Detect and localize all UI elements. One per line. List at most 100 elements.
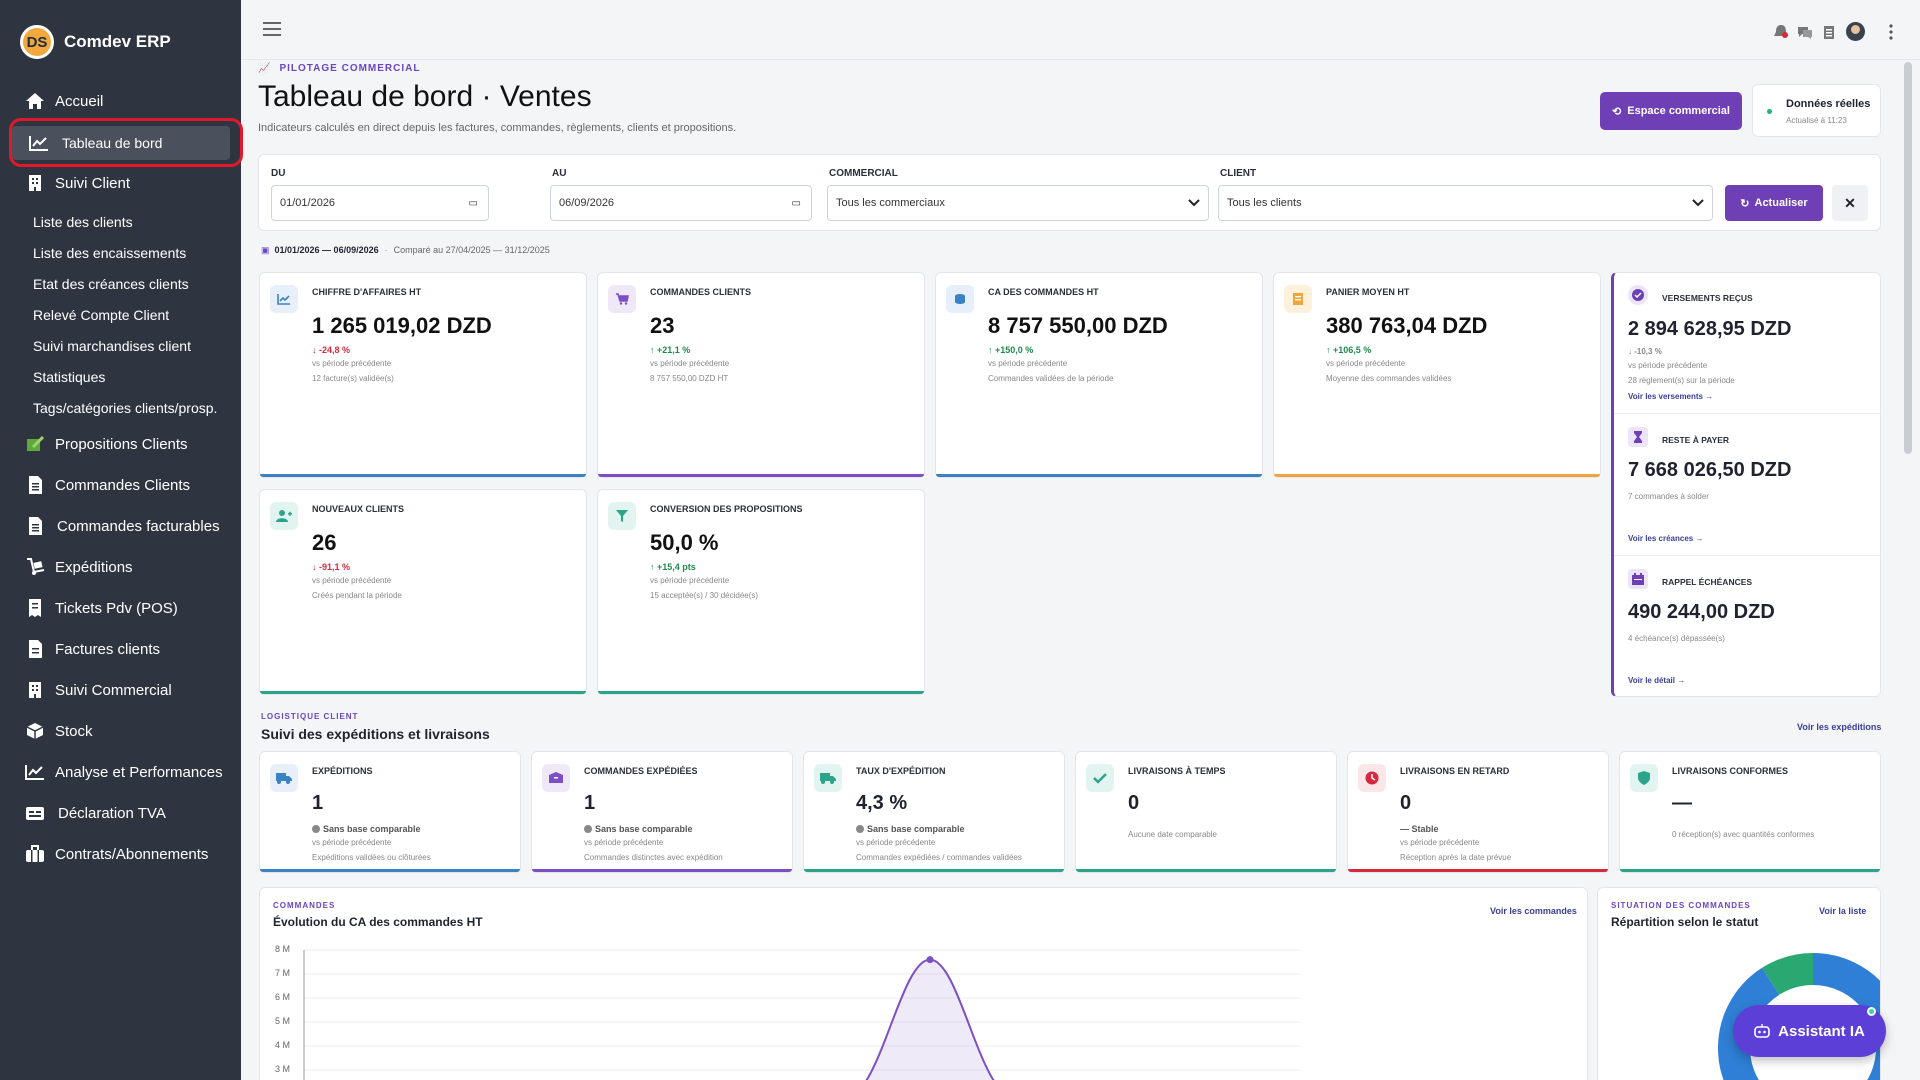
- commercial-select[interactable]: Tous les commerciaux: [827, 185, 1209, 221]
- sidebar-sub-encaissements[interactable]: Liste des encaissements: [33, 245, 187, 261]
- filter-icon: [608, 502, 636, 530]
- sidebar-item-commandes-facturables[interactable]: Commandes facturables: [0, 509, 241, 543]
- calendar-icon: ▭: [791, 197, 801, 209]
- chart-line-icon: [270, 285, 298, 313]
- y-tick-label: 7 M: [274, 968, 290, 978]
- kpi-label: PANIER MOYEN HT: [1326, 287, 1410, 297]
- assistant-ia-button[interactable]: Assistant IA: [1733, 1005, 1886, 1057]
- sidebar-item-stock[interactable]: Stock: [0, 714, 241, 748]
- donut-slice[interactable]: [1762, 953, 1814, 996]
- logistics-card-taux[interactable]: TAUX D'EXPÉDITION 4,3 % Sans base compar…: [803, 751, 1065, 873]
- sidebar-item-tableau-de-bord[interactable]: Tableau de bord: [12, 126, 230, 160]
- clear-filters-button[interactable]: ✕: [1832, 185, 1868, 221]
- refresh-label: Actualiser: [1754, 197, 1808, 209]
- app-logo[interactable]: DS Comdev ERP: [20, 25, 171, 59]
- voir-versements-link[interactable]: Voir les versements →: [1628, 392, 1714, 401]
- filter-client-label: CLIENT: [1220, 168, 1257, 179]
- arrow-down-icon: ↓: [312, 345, 320, 355]
- voir-creances-link[interactable]: Voir les créances →: [1628, 534, 1704, 543]
- sidebar-item-analyse[interactable]: Analyse et Performances: [0, 755, 241, 789]
- kpi-card-nouveaux-clients[interactable]: NOUVEAUX CLIENTS 26 ↓ -91,1 % vs période…: [259, 489, 587, 695]
- voir-commandes-link[interactable]: Voir les commandes: [1490, 906, 1577, 916]
- versements-sub2: 28 règlement(s) sur la période: [1628, 376, 1735, 385]
- kpi-sub1: vs période précédente: [312, 576, 392, 585]
- sidebar-item-accueil[interactable]: Accueil: [0, 84, 241, 118]
- sidebar-item-expeditions[interactable]: Expéditions: [0, 550, 241, 584]
- logistics-s2: 0 réception(s) avec quantités conformes: [1672, 830, 1815, 839]
- status-chart-eyebrow: SITUATION DES COMMANDES: [1611, 901, 1751, 910]
- voir-detail-link[interactable]: Voir le détail →: [1628, 676, 1686, 685]
- kpi-sub1: vs période précédente: [312, 359, 392, 368]
- page-eyebrow-text: PILOTAGE COMMERCIAL: [279, 63, 421, 74]
- logistics-card-en-retard[interactable]: LIVRAISONS EN RETARD 0 — Stable vs pério…: [1347, 751, 1609, 873]
- sidebar-sub-tags[interactable]: Tags/catégories clients/prosp.: [33, 400, 218, 416]
- logistics-s1: Sans base comparable: [856, 824, 965, 834]
- voir-liste-link[interactable]: Voir la liste: [1819, 906, 1867, 916]
- kpi-card-commandes[interactable]: COMMANDES CLIENTS 23 ↑ +21,1 % vs périod…: [597, 272, 925, 478]
- kpi-sub2: Créés pendant la période: [312, 591, 402, 600]
- sidebar-item-factures-clients[interactable]: Factures clients: [0, 632, 241, 666]
- kpi-card-conversion[interactable]: CONVERSION DES PROPOSITIONS 50,0 % ↑ +15…: [597, 489, 925, 695]
- logistics-card-expeditions[interactable]: EXPÉDITIONS 1 Sans base comparable vs pé…: [259, 751, 521, 873]
- shopping-cart-icon: [608, 285, 636, 313]
- kpi-value: 380 763,04 DZD: [1326, 313, 1488, 338]
- refresh-button[interactable]: ↻ Actualiser: [1725, 185, 1823, 221]
- echeances-section: RAPPEL ÉCHÉANCES 490 244,00 DZD 4 échéan…: [1614, 557, 1882, 698]
- orders-chart-title: Évolution du CA des commandes HT: [273, 915, 483, 929]
- home-icon: [26, 93, 44, 109]
- logistics-card-conformes[interactable]: LIVRAISONS CONFORMES — 0 réception(s) av…: [1619, 751, 1881, 873]
- sidebar-item-label: Déclaration TVA: [58, 805, 166, 822]
- check-circle-icon: [1628, 285, 1648, 305]
- hamburger-menu-icon[interactable]: [263, 22, 281, 36]
- notification-bell-icon[interactable]: [1773, 24, 1789, 40]
- more-vertical-icon[interactable]: [1888, 24, 1894, 40]
- logistics-s3: Expéditions validées ou clôturées: [312, 853, 431, 862]
- topbar: [241, 0, 1920, 60]
- sidebar-sub-marchandises[interactable]: Suivi marchandises client: [33, 338, 191, 354]
- kpi-accent-bar: [260, 474, 586, 477]
- page-scrollbar[interactable]: [1904, 62, 1912, 454]
- echeances-label: RAPPEL ÉCHÉANCES: [1662, 577, 1753, 587]
- tax-icon: [26, 807, 44, 820]
- sidebar-item-propositions[interactable]: Propositions Clients: [0, 427, 241, 461]
- logistics-s3: Commandes distinctes avec expédition: [584, 853, 723, 862]
- logistics-value: 0: [1128, 792, 1140, 814]
- sidebar-item-commandes-clients[interactable]: Commandes Clients: [0, 468, 241, 502]
- sidebar-item-tickets-pos[interactable]: Tickets Pdv (POS): [0, 591, 241, 625]
- sidebar-item-contrats[interactable]: Contrats/Abonnements: [0, 837, 241, 871]
- data-point[interactable]: [926, 956, 934, 964]
- kpi-card-ca[interactable]: CHIFFRE D'AFFAIRES HT 1 265 019,02 DZD ↓…: [259, 272, 587, 478]
- voir-expeditions-link[interactable]: Voir les expéditions: [1797, 722, 1882, 732]
- sidebar-sub-liste-clients[interactable]: Liste des clients: [33, 214, 133, 230]
- date-from-input[interactable]: 01/01/2026 ▭: [271, 185, 489, 221]
- user-avatar[interactable]: [1846, 22, 1865, 41]
- chat-icon[interactable]: [1797, 24, 1813, 40]
- sidebar-sub-releve[interactable]: Relevé Compte Client: [33, 307, 170, 323]
- kpi-card-panier[interactable]: PANIER MOYEN HT 380 763,04 DZD ↑ +106,5 …: [1273, 272, 1601, 478]
- chevron-down-icon: [1692, 199, 1704, 207]
- sidebar-sub-creances[interactable]: Etat des créances clients: [33, 276, 189, 292]
- kpi-value: 8 757 550,00 DZD: [988, 313, 1168, 338]
- logistics-card-a-temps[interactable]: LIVRAISONS À TEMPS 0 Aucune date compara…: [1075, 751, 1337, 873]
- sidebar-item-tva[interactable]: Déclaration TVA: [0, 796, 241, 830]
- date-to-input[interactable]: 06/09/2026 ▭: [550, 185, 812, 221]
- client-select[interactable]: Tous les clients: [1218, 185, 1713, 221]
- espace-commercial-button[interactable]: ⟲ Espace commercial: [1600, 92, 1742, 130]
- sidebar-item-label: Suivi Client: [55, 175, 131, 192]
- kpi-card-ca-commandes[interactable]: CA DES COMMANDES HT 8 757 550,00 DZD ↑ +…: [935, 272, 1263, 478]
- sidebar-item-suivi-client[interactable]: Suivi Client: [0, 166, 241, 200]
- sidebar-sub-statistiques[interactable]: Statistiques: [33, 369, 106, 385]
- kpi-sub2: Commandes validées de la période: [988, 374, 1114, 383]
- kpi-delta: ↑ +15,4 pts: [650, 562, 696, 572]
- shield-icon: [1630, 764, 1658, 792]
- kpi-delta-value: +106,5 %: [1333, 345, 1372, 355]
- logistics-s1: Sans base comparable: [312, 824, 421, 834]
- clipboard-icon[interactable]: [1821, 24, 1837, 40]
- logistics-s2: vs période précédente: [1400, 838, 1480, 847]
- logistics-card-commandes-expediees[interactable]: COMMANDES EXPÉDIÉES 1 Sans base comparab…: [531, 751, 793, 873]
- sidebar-item-suivi-commercial[interactable]: Suivi Commercial: [0, 673, 241, 707]
- kpi-accent-bar: [1274, 474, 1600, 477]
- reste-label: RESTE À PAYER: [1662, 435, 1730, 445]
- versements-label: VERSEMENTS REÇUS: [1662, 293, 1753, 303]
- kpi-value: 50,0 %: [650, 530, 719, 555]
